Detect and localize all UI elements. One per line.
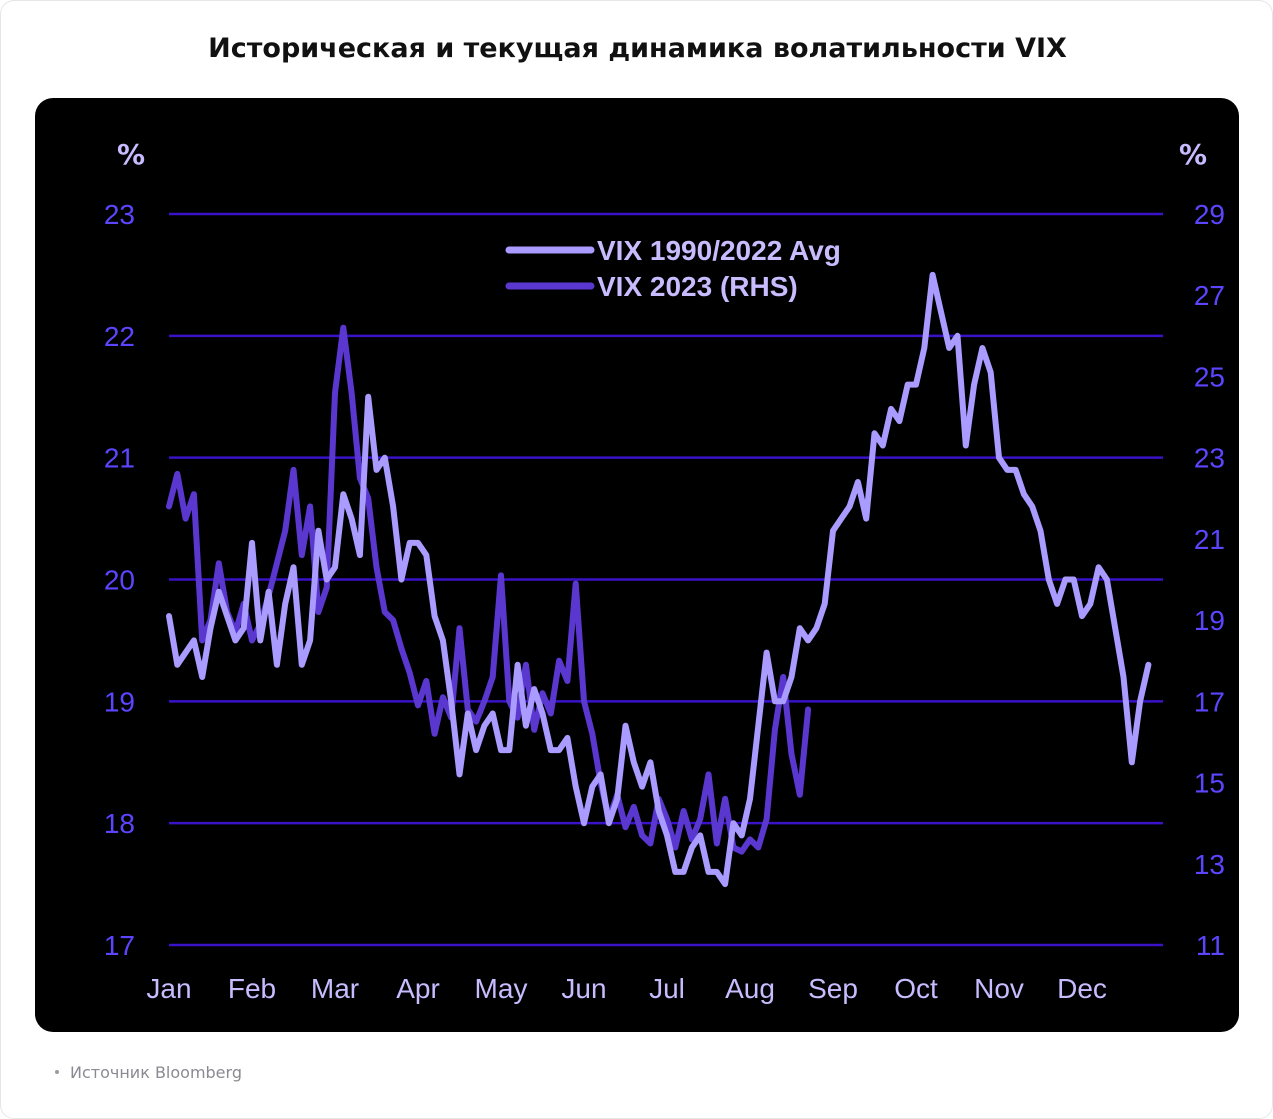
x-tick-label: Jun xyxy=(561,973,606,1004)
x-tick-label: Feb xyxy=(228,973,276,1004)
x-tick-label: Oct xyxy=(894,973,938,1004)
y-right-unit: % xyxy=(1179,138,1207,171)
x-tick-label: Mar xyxy=(311,973,359,1004)
y-right-tick-label: 11 xyxy=(1196,930,1225,961)
y-left-tick-label: 18 xyxy=(104,808,135,839)
bullet-icon xyxy=(55,1069,59,1074)
source-note: Источник Bloomberg xyxy=(55,1063,242,1082)
y-right-tick-label: 25 xyxy=(1194,361,1225,392)
y-left-tick-label: 23 xyxy=(104,199,135,230)
x-tick-label: Jan xyxy=(146,973,191,1004)
y-right-tick-label: 21 xyxy=(1194,524,1225,555)
x-tick-label: Dec xyxy=(1057,973,1107,1004)
y-right-tick-label: 15 xyxy=(1194,768,1225,799)
y-right-tick-label: 13 xyxy=(1194,849,1225,880)
page-title: Историческая и текущая динамика волатиль… xyxy=(208,33,1067,64)
y-right-tick-label: 23 xyxy=(1194,443,1225,474)
x-tick-label: Sep xyxy=(808,973,858,1004)
y-left-tick-label: 19 xyxy=(104,686,135,717)
x-tick-label: Jul xyxy=(649,973,685,1004)
axis-layer: 23 22 21 20 19 18 17 29 27 25 23 21 19 17 15 13 11% % Jan F… xyxy=(104,138,1225,1004)
legend-label: VIX 2023 (RHS) xyxy=(597,271,798,302)
y-right-tick-label: 19 xyxy=(1194,605,1225,636)
source-text: Источник Bloomberg xyxy=(70,1063,242,1082)
legend-label: VIX 1990/2022 Avg xyxy=(597,235,841,266)
y-left-tick-label: 21 xyxy=(104,443,135,474)
y-left-unit: % xyxy=(117,138,145,171)
x-tick-label: Nov xyxy=(974,973,1024,1004)
series-line-2023 xyxy=(166,324,812,855)
series-layer xyxy=(166,271,1152,888)
y-left-tick-label: 22 xyxy=(104,321,135,352)
y-left-tick-label: 17 xyxy=(104,930,135,961)
series-line-avg xyxy=(166,271,1152,888)
y-right-tick-label: 29 xyxy=(1194,199,1225,230)
x-tick-label: May xyxy=(475,973,528,1004)
chart-panel: 23 22 21 20 19 18 17 29 27 25 23 21 19 17 15 13 11%% Jan F… xyxy=(35,98,1239,1032)
vix-chart: 23 22 21 20 19 18 17 29 27 25 23 21 19 17 15 13 11% % Jan F… xyxy=(104,138,1225,1004)
y-right-tick-label: 27 xyxy=(1194,280,1225,311)
x-tick-label: Apr xyxy=(396,973,440,1004)
x-tick-label: Aug xyxy=(725,973,775,1004)
y-left-tick-label: 20 xyxy=(104,565,135,596)
y-right-tick-label: 17 xyxy=(1194,686,1225,717)
legend: VIX 1990/2022 Avg VIX 2023 (RHS) xyxy=(505,235,841,302)
